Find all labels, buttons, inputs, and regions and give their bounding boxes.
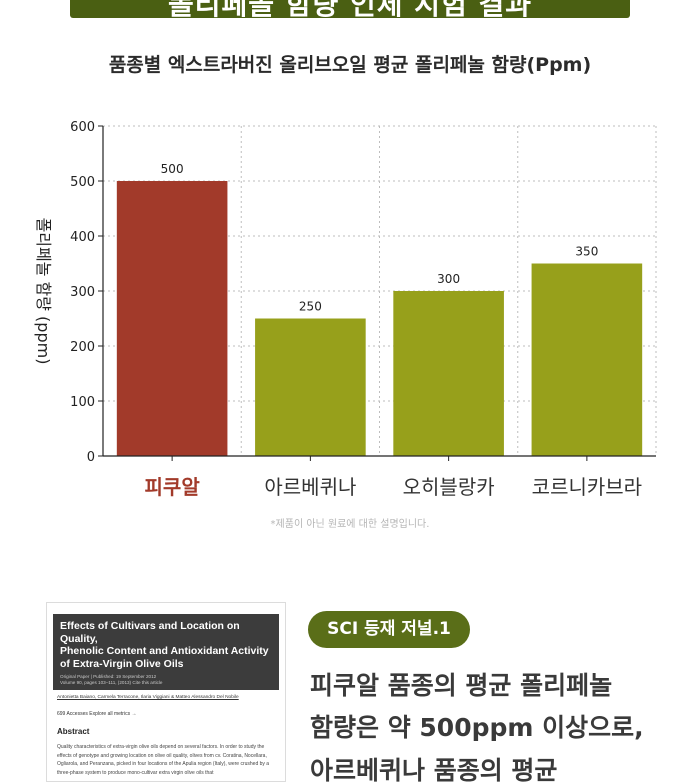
data-label: 350 [575,245,598,259]
paper-title-line: Effects of Cultivars and Location on Qua… [60,620,240,645]
finding-text-line: 피쿠알 품종의 평균 폴리페놀 [310,671,613,700]
paper-title-line: of Extra-Virgin Olive Oils [60,657,184,670]
bar [393,291,504,456]
paper-header: Effects of Cultivars and Location on Qua… [53,614,279,690]
chart-title: 품종별 엑스트라버진 올리브오일 평균 폴리페놀 함량(Ppm) [108,54,592,76]
data-label: 250 [299,300,322,314]
disclaimer-note: *제품이 아닌 원료에 대한 설명입니다. [270,519,430,530]
data-label: 300 [437,272,460,286]
paper-thumbnail: Effects of Cultivars and Location on Qua… [46,602,286,782]
paper-title-line: Phenolic Content and Antioxidant Activit… [60,645,269,657]
category-label: 피쿠알 [145,475,201,499]
paper-title: Effects of Cultivars and Location on Qua… [60,620,272,670]
paper-meta-line: Original Paper | Published: 19 September… [60,674,157,679]
y-axis-label: 폴리페놀 함량 (ppm) [34,218,53,365]
paper-meta: Original Paper | Published: 19 September… [60,674,272,686]
finding-text-line: 함량은 약 500ppm 이상으로, [310,713,644,742]
category-label: 코르니카브라 [532,475,642,499]
paper-access-metrics: 699 Accesses Explore all metrics → [57,711,137,717]
bar-chart: 0 100 200 300 400 500 600 500 피쿠알 250 아르베퀴나 300 오히블랑… [34,120,657,499]
paper-abstract-heading: Abstract [57,727,90,736]
bar [531,263,643,456]
bar [116,181,228,456]
data-label: 500 [161,162,184,176]
sci-journal-badge: SCI 등재 저널.1 [308,611,470,648]
category-label: 아르베퀴나 [264,475,356,499]
y-tick-label: 600 [70,120,95,135]
finding-text-line: 아르베퀴나 품종의 평균 [310,756,558,782]
top-banner-text: 폴리페놀 함량 인체 시험 결과 [167,0,533,18]
y-tick-label: 0 [87,450,95,465]
paper-authors: Antonietta Baiano, Carmela Terracone, Il… [57,695,239,700]
bar [255,318,366,456]
y-tick-label: 500 [70,175,95,190]
top-banner: 폴리페놀 함량 인체 시험 결과 [70,0,630,18]
y-tick-label: 200 [70,340,95,355]
category-label: 오히블랑카 [403,475,495,499]
y-tick-label: 300 [70,285,95,300]
y-tick-label: 400 [70,230,95,245]
y-tick-label: 100 [70,395,95,410]
paper-meta-line: Volume 90, pages 103–111, (2013) Cite th… [60,680,163,685]
paper-abstract-text: Quality characteristics of extra-virgin … [57,744,270,776]
